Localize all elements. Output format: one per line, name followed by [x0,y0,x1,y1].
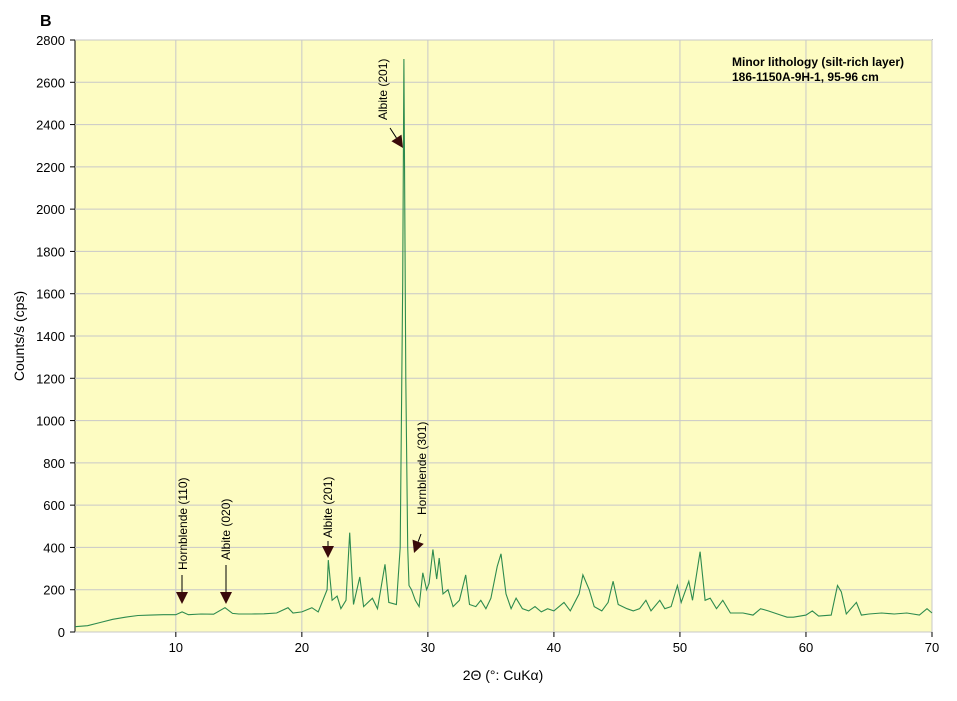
y-tick-label: 1600 [36,287,65,302]
annotation-arrow [389,127,397,139]
y-tick-label: 1000 [36,414,65,429]
annotation: Hornblende (301) [415,422,429,515]
y-tick-label: 400 [43,540,65,555]
data-line [74,58,933,628]
annotation-arrowhead [220,592,232,604]
y-tick-label: 2200 [36,160,65,175]
y-tick-label: 1400 [36,329,65,344]
x-tick-label: 60 [799,640,813,655]
y-tick-label: 600 [43,498,65,513]
panel-label: B [40,13,52,30]
annotation-arrowhead [322,546,334,558]
annotation: Hornblende (110) [176,477,190,570]
y-tick-label: 800 [43,456,65,471]
x-tick-label: 50 [673,640,687,655]
subtitle: 186-1150A-9H-1, 95-96 cm [732,70,879,84]
y-tick-label: 2600 [36,75,65,90]
annotation-arrow [417,533,422,542]
y-axis-label: Counts/s (cps) [11,291,27,381]
y-tick-label: 0 [58,625,65,640]
x-axis-label: 2Θ (°: CuKα) [463,667,544,683]
y-tick-label: 200 [43,583,65,598]
x-tick-label: 30 [421,640,435,655]
annotation: Albite (201) [321,477,335,538]
x-tick-label: 70 [925,640,939,655]
y-tick-label: 1800 [36,244,65,259]
x-tick-label: 40 [547,640,561,655]
y-tick-label: 1200 [36,371,65,386]
x-tick-label: 10 [169,640,183,655]
annotation-arrowhead [176,592,188,604]
annotation-arrowhead [412,539,424,553]
y-tick-label: 2800 [36,33,65,48]
y-tick-label: 2000 [36,202,65,217]
x-tick-label: 20 [295,640,309,655]
annotation: Albite (201) [376,59,390,120]
y-tick-label: 2400 [36,118,65,133]
annotation-arrowhead [391,134,403,148]
title: Minor lithology (silt-rich layer) [732,55,904,69]
annotation: Albite (020) [219,499,233,560]
